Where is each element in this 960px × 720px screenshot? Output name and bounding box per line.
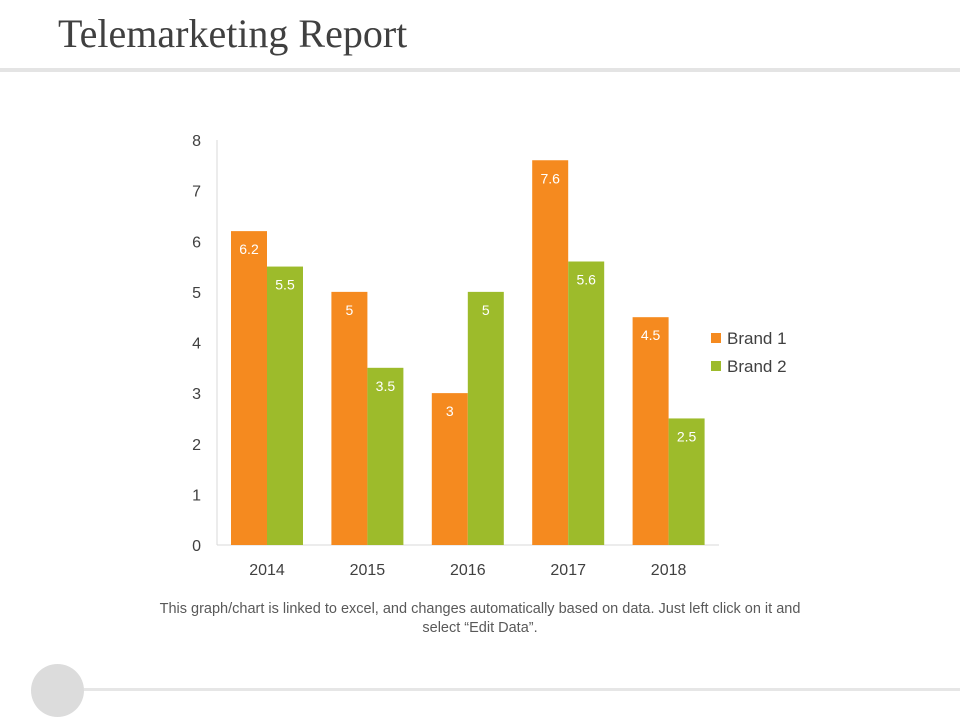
data-label: 5.5 — [275, 277, 295, 293]
x-tick-label: 2014 — [249, 562, 285, 579]
bar-brand-2 — [467, 291, 504, 545]
bar-brand-1 — [632, 317, 669, 545]
slide-title: Telemarketing Report — [58, 11, 408, 56]
legend-swatch — [711, 333, 721, 343]
legend-label: Brand 2 — [727, 357, 787, 376]
data-label: 7.6 — [540, 170, 560, 186]
data-label: 5.6 — [576, 272, 596, 288]
bar-brand-2 — [267, 266, 303, 545]
data-label: 2.5 — [677, 428, 697, 444]
bar-brand-1 — [231, 231, 267, 545]
x-tick-label: 2015 — [350, 562, 386, 579]
data-label: 6.2 — [239, 241, 259, 257]
x-tick-label: 2018 — [651, 562, 687, 579]
x-tick-label: 2017 — [550, 562, 586, 579]
data-label: 5 — [346, 302, 354, 318]
legend-label: Brand 1 — [727, 329, 787, 348]
y-tick-label: 1 — [192, 487, 201, 504]
x-tick-label: 2016 — [450, 562, 486, 579]
bar-brand-2 — [668, 418, 705, 545]
data-label: 3 — [446, 403, 454, 419]
y-tick-label: 0 — [192, 538, 201, 555]
y-tick-label: 8 — [192, 133, 201, 150]
data-label: 5 — [482, 302, 490, 318]
bar-brand-1 — [431, 393, 468, 545]
y-tick-label: 7 — [192, 184, 201, 201]
footer-divider — [84, 688, 960, 691]
y-tick-label: 6 — [192, 234, 201, 251]
chart-caption: This graph/chart is linked to excel, and… — [159, 601, 801, 636]
bar-brand-1 — [532, 160, 569, 545]
data-label: 4.5 — [641, 327, 661, 343]
decorative-circle — [31, 664, 84, 717]
y-tick-label: 2 — [192, 437, 201, 454]
y-tick-label: 4 — [192, 336, 201, 353]
bar-brand-1 — [331, 291, 368, 545]
y-tick-label: 3 — [192, 386, 201, 403]
bar-brand-2 — [568, 261, 605, 545]
data-label: 3.5 — [376, 378, 396, 394]
bar-brand-2 — [367, 367, 404, 545]
title-divider — [0, 68, 960, 72]
legend-swatch — [711, 361, 721, 371]
y-tick-label: 5 — [192, 285, 201, 302]
